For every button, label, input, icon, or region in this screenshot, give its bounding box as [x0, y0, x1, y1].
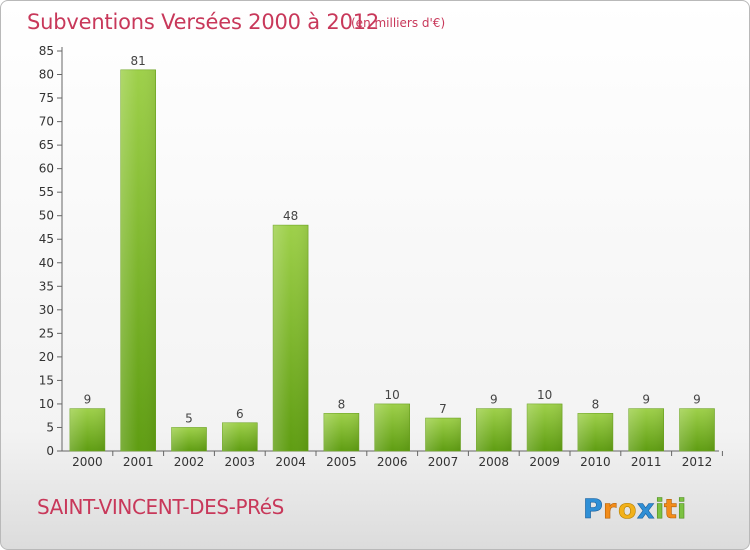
bar-highlight — [222, 422, 258, 451]
svg-text:i: i — [655, 494, 664, 525]
data-label: 8 — [338, 397, 346, 411]
y-tick-label: 75 — [39, 91, 54, 105]
data-label: 10 — [385, 388, 400, 402]
x-tick-label: 2005 — [326, 455, 357, 469]
bar-highlight — [69, 408, 105, 451]
x-tick-label: 2008 — [479, 455, 510, 469]
svg-text:x: x — [637, 494, 654, 525]
bar-highlight — [577, 413, 613, 451]
y-tick-label: 5 — [46, 420, 54, 434]
bar-highlight — [273, 225, 309, 451]
y-tick-label: 60 — [39, 162, 54, 176]
data-label: 9 — [84, 393, 92, 407]
x-tick-label: 2010 — [580, 455, 611, 469]
bar-highlight — [679, 408, 715, 451]
proxiti-logo: P r o x i t i — [581, 489, 701, 533]
svg-text:r: r — [603, 494, 617, 525]
data-label: 9 — [490, 393, 498, 407]
data-label: 48 — [283, 209, 298, 223]
x-tick-label: 2003 — [225, 455, 256, 469]
place-name: SAINT-VINCENT-DES-PRéS — [37, 495, 284, 519]
bar-highlight — [323, 413, 359, 451]
y-tick-label: 45 — [39, 232, 54, 246]
y-tick-label: 35 — [39, 279, 54, 293]
x-tick-label: 2011 — [631, 455, 662, 469]
y-tick-label: 0 — [46, 444, 54, 458]
x-tick-label: 2006 — [377, 455, 408, 469]
x-tick-label: 2007 — [428, 455, 459, 469]
data-label: 5 — [185, 411, 193, 425]
bar-highlight — [120, 69, 156, 451]
data-label: 9 — [693, 393, 701, 407]
y-tick-label: 10 — [39, 397, 54, 411]
svg-text:P: P — [583, 494, 603, 525]
data-label: 7 — [439, 402, 447, 416]
data-label: 10 — [537, 388, 552, 402]
y-tick-label: 65 — [39, 138, 54, 152]
y-tick-label: 50 — [39, 209, 54, 223]
bar-highlight — [425, 418, 461, 451]
bars — [69, 69, 715, 452]
chart-subtitle: (en milliers d'€) — [351, 16, 446, 30]
y-tick-label: 20 — [39, 350, 54, 364]
x-tick-label: 2004 — [275, 455, 306, 469]
chart-title: Subventions Versées 2000 à 2012 — [27, 10, 380, 34]
x-tick-label: 2000 — [72, 455, 103, 469]
bar-highlight — [171, 427, 207, 451]
x-tick-label: 2002 — [174, 455, 205, 469]
y-tick-label: 70 — [39, 115, 54, 129]
bar-highlight — [374, 403, 410, 451]
bar-highlight — [527, 403, 563, 451]
svg-text:o: o — [618, 494, 637, 525]
svg-text:i: i — [677, 494, 686, 525]
data-label: 6 — [236, 407, 244, 421]
y-tick-label: 80 — [39, 68, 54, 82]
y-tick-label: 15 — [39, 373, 54, 387]
x-tick-label: 2012 — [682, 455, 713, 469]
x-tick-label: 2001 — [123, 455, 154, 469]
bar-highlight — [628, 408, 664, 451]
y-tick-label: 55 — [39, 185, 54, 199]
y-tick-label: 40 — [39, 256, 54, 270]
y-tick-label: 85 — [39, 44, 54, 58]
svg-text:t: t — [664, 494, 677, 525]
x-tick-label: 2009 — [529, 455, 560, 469]
labels: 9 81 5 6 48 8 10 7 9 10 8 9 9 — [84, 54, 701, 426]
bar-highlight — [476, 408, 512, 451]
data-label: 8 — [592, 397, 600, 411]
data-label: 9 — [642, 393, 650, 407]
data-label: 81 — [131, 54, 146, 68]
y-tick-label: 25 — [39, 326, 54, 340]
y-tick-label: 30 — [39, 303, 54, 317]
